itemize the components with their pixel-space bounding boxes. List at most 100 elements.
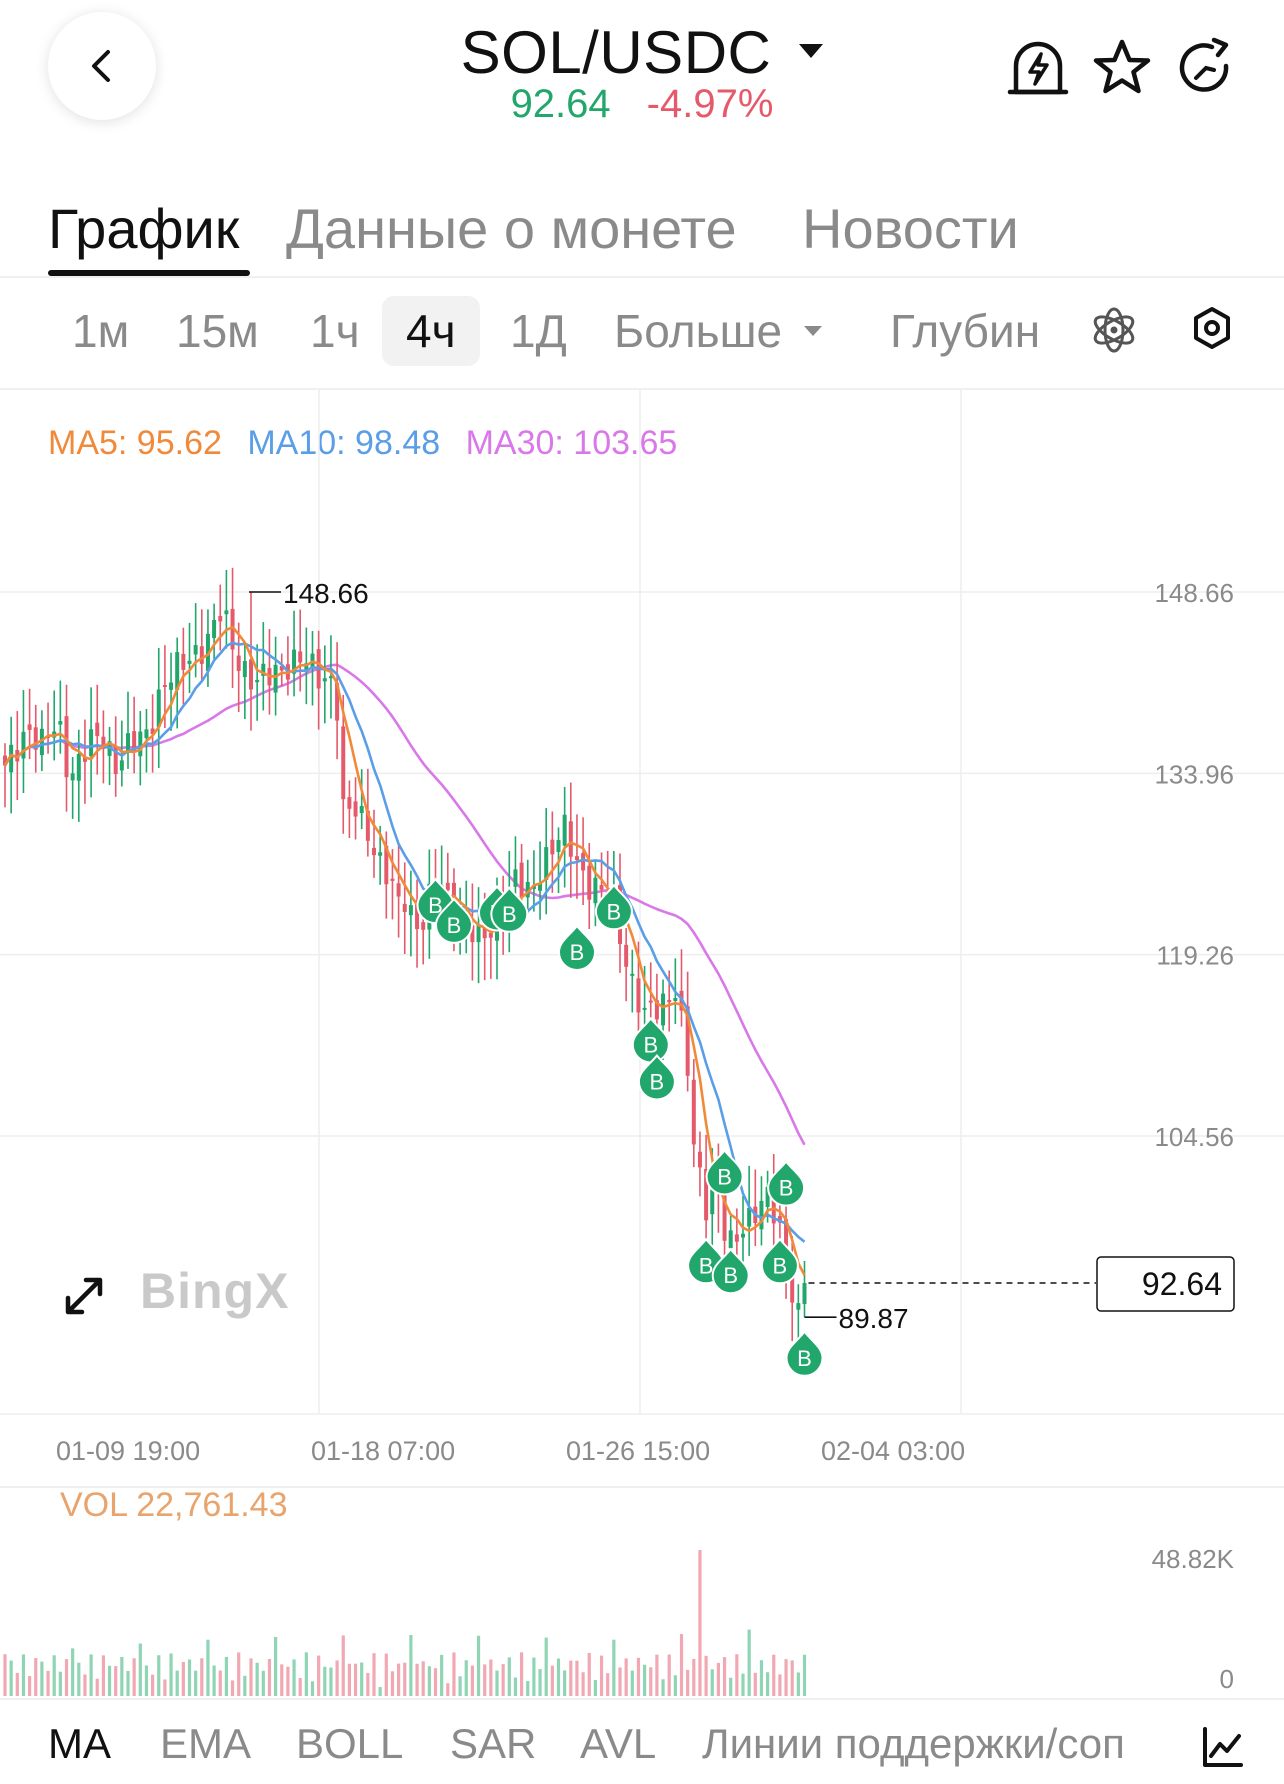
candle-body bbox=[488, 933, 493, 938]
candle-body bbox=[347, 797, 352, 809]
candle-body bbox=[704, 1168, 709, 1221]
candle-body bbox=[734, 1234, 739, 1242]
volume-bar bbox=[735, 1654, 739, 1696]
buy-marker-label: B bbox=[773, 1253, 788, 1278]
volume-bar bbox=[261, 1670, 265, 1696]
candle-body bbox=[568, 821, 573, 857]
indicator-boll[interactable]: BOLL bbox=[296, 1720, 404, 1767]
candle-body bbox=[599, 885, 604, 890]
pair-selector[interactable]: SOL/USDC bbox=[0, 18, 1284, 87]
chevron-down-icon bbox=[804, 325, 823, 336]
volume-bar bbox=[353, 1663, 358, 1696]
volume-bar bbox=[151, 1674, 155, 1696]
candle-body bbox=[470, 925, 475, 943]
pair-title: SOL/USDC bbox=[460, 19, 772, 86]
indicator-ma[interactable]: MA bbox=[48, 1720, 111, 1767]
tab-chart[interactable]: График bbox=[48, 197, 240, 260]
interval-1d[interactable]: 1Д bbox=[510, 305, 567, 357]
candle-body bbox=[76, 754, 81, 781]
price-alert-bell-icon[interactable] bbox=[1006, 36, 1070, 100]
more-intervals-dropdown[interactable]: Больше bbox=[614, 304, 823, 358]
fullscreen-expand-icon[interactable] bbox=[60, 1272, 108, 1320]
candle-body bbox=[70, 773, 75, 781]
volume-bar bbox=[569, 1660, 573, 1696]
tab-news[interactable]: Новости bbox=[802, 197, 1019, 260]
x-tick-label: 01-09 19:00 bbox=[56, 1436, 201, 1466]
indicator-support-resistance[interactable]: Линии поддержки/соп bbox=[702, 1720, 1125, 1767]
candle-body bbox=[89, 729, 94, 757]
y-tick-label: 133.96 bbox=[1154, 759, 1234, 789]
volume-bar bbox=[71, 1648, 75, 1696]
indicator-chart-icon[interactable] bbox=[1200, 1724, 1246, 1770]
back-button[interactable] bbox=[48, 12, 156, 120]
volume-bar bbox=[89, 1654, 93, 1696]
volume-bar bbox=[440, 1654, 444, 1696]
interval-4h[interactable]: 4ч bbox=[382, 296, 480, 366]
buy-marker-label: B bbox=[607, 899, 622, 924]
candle-body bbox=[335, 682, 340, 721]
volume-bar bbox=[673, 1675, 677, 1696]
candle-body bbox=[790, 1269, 795, 1303]
buy-marker: B bbox=[767, 1159, 806, 1207]
volume-bar bbox=[710, 1669, 714, 1696]
interval-1m[interactable]: 1м bbox=[72, 305, 130, 357]
volume-bar bbox=[21, 1654, 26, 1696]
candle-body bbox=[421, 922, 426, 930]
tab-coin-data[interactable]: Данные о монете bbox=[286, 197, 737, 260]
last-price: 92.64 bbox=[510, 82, 611, 126]
volume-bar bbox=[366, 1672, 370, 1696]
buy-marker-label: B bbox=[650, 1070, 665, 1095]
candle-body bbox=[685, 1006, 690, 1076]
candle-body bbox=[390, 878, 395, 881]
divider bbox=[0, 276, 1284, 278]
share-refresh-icon[interactable] bbox=[1174, 36, 1238, 100]
pair-dropdown-caret-icon bbox=[799, 44, 824, 59]
last-price-tag-label: 92.64 bbox=[1142, 1266, 1222, 1302]
candle-body bbox=[292, 649, 297, 674]
chart-settings-gear-icon[interactable] bbox=[1188, 304, 1236, 352]
star-icon[interactable] bbox=[1090, 36, 1154, 100]
indicator-sar[interactable]: SAR bbox=[450, 1720, 537, 1767]
candle-body bbox=[513, 869, 518, 887]
buy-marker-drop bbox=[594, 883, 633, 931]
candle-body bbox=[777, 1216, 782, 1223]
volume-bar bbox=[575, 1660, 579, 1696]
volume-bar bbox=[200, 1658, 204, 1696]
indicator-ema[interactable]: EMA bbox=[160, 1720, 252, 1767]
candle-body bbox=[359, 805, 364, 814]
candle-body bbox=[556, 840, 561, 852]
interval-1h[interactable]: 1ч bbox=[310, 305, 360, 357]
indicator-avl[interactable]: AVL bbox=[580, 1720, 657, 1767]
volume-bar bbox=[64, 1659, 69, 1696]
candle-body bbox=[255, 679, 260, 683]
volume-bar bbox=[421, 1661, 425, 1696]
x-tick-label: 01-26 15:00 bbox=[566, 1436, 711, 1466]
active-tab-indicator bbox=[48, 270, 250, 276]
interval-15m[interactable]: 15м bbox=[176, 305, 259, 357]
buy-marker: B bbox=[557, 924, 597, 971]
volume-bar bbox=[489, 1659, 493, 1696]
candle-body bbox=[587, 865, 592, 900]
volume-bars: 48.82K 0 bbox=[3, 1544, 1235, 1696]
ma10-value: MA10: 98.48 bbox=[247, 424, 441, 462]
indicator-orbit-icon[interactable] bbox=[1088, 304, 1140, 356]
volume-bar bbox=[298, 1678, 302, 1696]
volume-bar bbox=[237, 1652, 241, 1696]
candle-body bbox=[156, 689, 161, 727]
candle-body bbox=[242, 660, 247, 678]
buy-marker: B bbox=[637, 1053, 676, 1101]
depth-chart-button[interactable]: Глубин bbox=[890, 305, 1041, 357]
candle-body bbox=[169, 682, 174, 690]
volume-bar bbox=[372, 1653, 376, 1696]
candle-body bbox=[279, 666, 284, 671]
volume-bar bbox=[753, 1672, 757, 1696]
candle-body bbox=[33, 727, 38, 750]
volume-bar bbox=[187, 1659, 192, 1696]
candle-body bbox=[396, 883, 401, 897]
volume-bar bbox=[772, 1654, 776, 1696]
volume-bar bbox=[538, 1669, 542, 1696]
volume-bar bbox=[532, 1657, 536, 1696]
volume-bar bbox=[95, 1678, 99, 1696]
volume-bar bbox=[587, 1652, 591, 1696]
